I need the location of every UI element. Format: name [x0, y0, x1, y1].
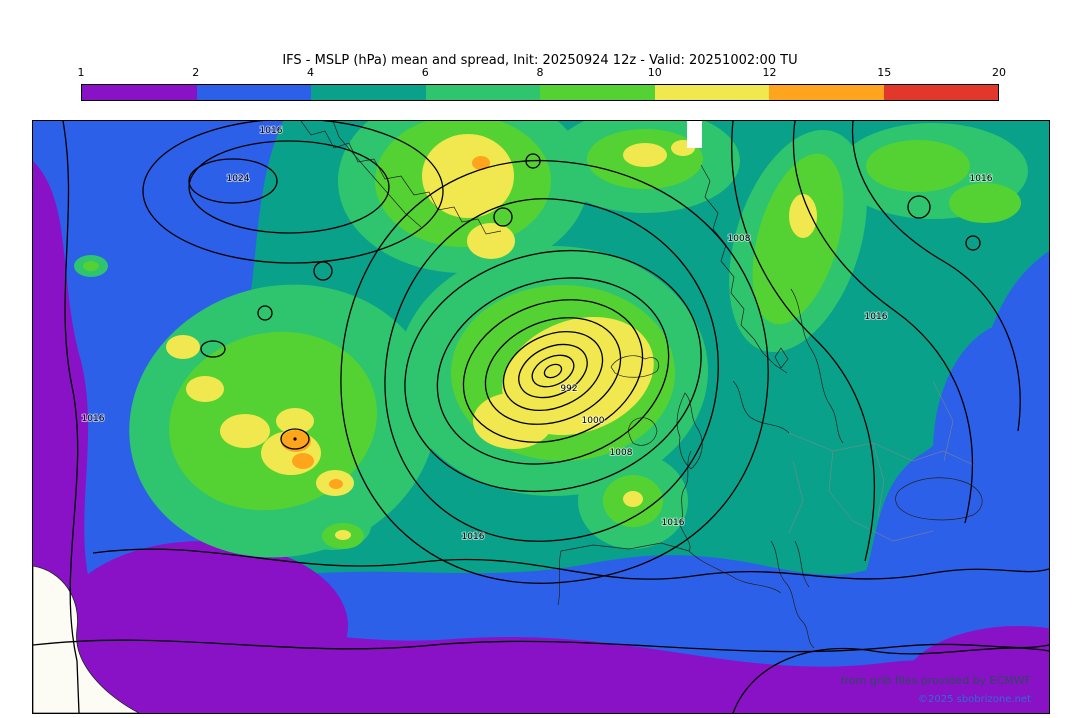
colorbar-tick-label: 20	[992, 66, 1006, 79]
denmark-coast	[774, 347, 789, 369]
mediterranean-coast	[688, 550, 782, 594]
colorbar	[81, 84, 999, 101]
isobar-layer	[33, 121, 1049, 713]
isobar-label: 1016	[462, 532, 485, 542]
colorbar-tick-label: 6	[421, 66, 429, 79]
greenland-coast	[300, 121, 502, 235]
colorbar-segment	[654, 85, 769, 100]
colorbar-tick-label: 4	[307, 66, 314, 79]
colorbar-segment	[540, 85, 655, 100]
colorbar-segment	[82, 85, 197, 100]
isobar-label: 1016	[865, 312, 888, 322]
north-sea-coast	[732, 380, 790, 434]
coastline-layer	[300, 121, 983, 649]
chart-title: IFS - MSLP (hPa) mean and spread, Init: …	[282, 53, 798, 68]
spread-fill-layer	[33, 121, 1049, 713]
attribution-copyright: ©2025 sbobrizone.net	[918, 694, 1031, 705]
isobar-label: 1016	[662, 518, 685, 528]
italy-coast	[770, 540, 815, 649]
map-canvas: 1016 1024 1008 1016 1016 992 1000 1008 1016 1016 1…	[32, 120, 1050, 714]
isobar-label: 1016	[260, 126, 283, 136]
colorbar-segment	[311, 85, 426, 100]
isobar-label: 992	[560, 384, 577, 394]
contour-labels: 1016 1024 1008 1016 1016 992 1000 1008 1016 1016 1…	[81, 125, 994, 543]
greenland-fjords	[332, 121, 422, 228]
isobar-label: 1008	[728, 234, 751, 244]
france-coast	[679, 450, 692, 552]
map-gap	[687, 121, 702, 148]
isobar-label: 1016	[82, 414, 105, 424]
colorbar-segment	[196, 85, 311, 100]
iberia-north-coast	[560, 542, 690, 552]
colorbar-segment	[883, 85, 998, 100]
colorbar-tick-label: 1	[77, 66, 85, 79]
isobar-label: 1024	[227, 174, 250, 184]
colorbar-segments	[82, 85, 998, 100]
norway-coast	[700, 164, 788, 374]
isobar-label: 1000	[582, 416, 605, 426]
isobar-label: 1008	[610, 448, 633, 458]
attribution-source: from grib files provided by ECMWF	[840, 674, 1031, 687]
adriatic-coast	[794, 540, 810, 588]
colorbar-segment	[769, 85, 884, 100]
baltic-coast	[790, 288, 844, 444]
colorbar-tick-label: 8	[536, 66, 544, 79]
colorbar-segment	[425, 85, 540, 100]
black-sea-coast	[895, 477, 983, 521]
country-border-layer	[788, 380, 975, 542]
iceland-coast	[610, 355, 660, 378]
isobar-label: 1016	[970, 174, 993, 184]
colorbar-ticks: 1 2 4 6 8 10 12 15 20	[77, 66, 1007, 80]
colorbar-tick-label: 15	[877, 66, 892, 79]
portugal-coast	[557, 550, 562, 606]
colorbar-tick-label: 12	[762, 66, 777, 79]
colorbar-tick-label: 10	[647, 66, 662, 79]
colorbar-tick-label: 2	[192, 66, 200, 79]
